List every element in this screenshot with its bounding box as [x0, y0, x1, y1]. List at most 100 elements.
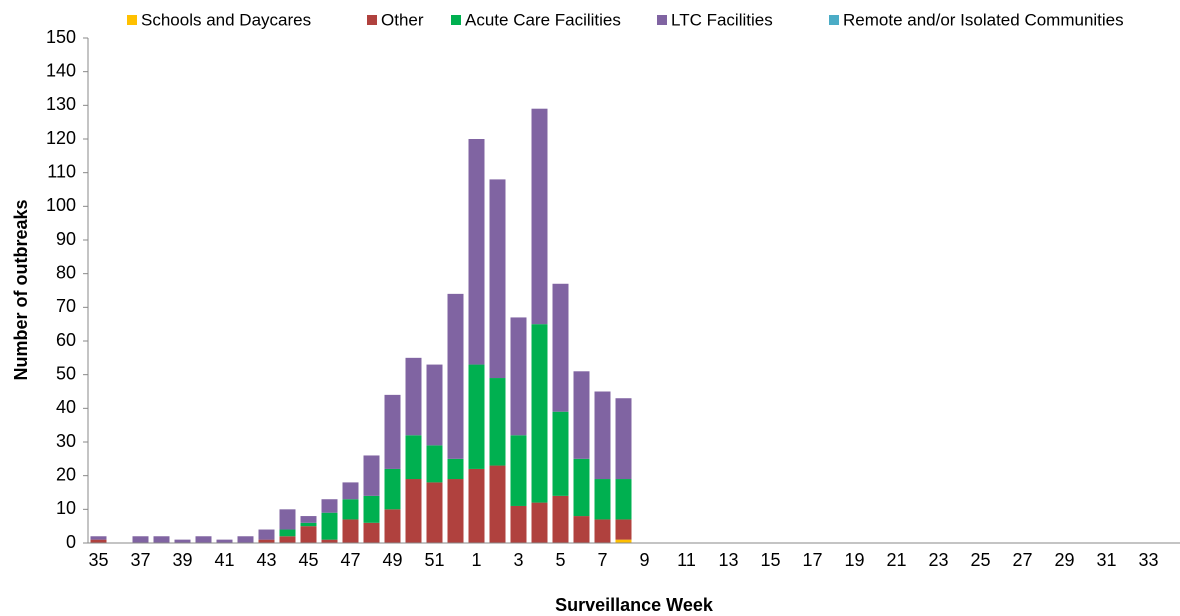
x-tick-label: 23: [928, 550, 948, 570]
bar-segment: [174, 539, 191, 543]
x-tick-label: 15: [760, 550, 780, 570]
x-tick-label: 3: [513, 550, 523, 570]
bar-segment: [552, 411, 569, 496]
bar-segment: [426, 364, 443, 446]
x-tick-label: 51: [424, 550, 444, 570]
bar-segment: [594, 391, 611, 480]
bar-segment: [468, 468, 485, 543]
bar-segment: [552, 495, 569, 543]
x-tick-label: 9: [639, 550, 649, 570]
bar-segment: [531, 324, 548, 503]
x-tick-label: 35: [88, 550, 108, 570]
x-tick-label: 29: [1054, 550, 1074, 570]
bar-segment: [195, 536, 212, 543]
y-tick-label: 120: [46, 128, 76, 148]
bar-segment: [321, 512, 338, 540]
bar-segment: [237, 536, 254, 543]
bar-segment: [363, 455, 380, 496]
x-tick-label: 7: [597, 550, 607, 570]
bar-segment: [594, 479, 611, 520]
bar-segment: [90, 539, 107, 543]
x-tick-label: 11: [677, 550, 696, 570]
bar-segment: [573, 371, 590, 459]
bar-segment: [384, 394, 401, 469]
x-tick-label: 25: [970, 550, 990, 570]
bar-segment: [90, 536, 107, 540]
y-tick-label: 20: [56, 464, 76, 484]
bar-segment: [384, 509, 401, 543]
x-tick-label: 37: [130, 550, 150, 570]
legend-label: Schools and Daycares: [141, 10, 311, 29]
x-tick-label: 13: [718, 550, 738, 570]
y-tick-label: 40: [56, 397, 76, 417]
x-tick-label: 39: [172, 550, 192, 570]
x-tick-label: 41: [214, 550, 234, 570]
bar-segment: [258, 529, 275, 540]
bar-segment: [258, 539, 275, 543]
bar-segment: [510, 317, 527, 436]
bar-segment: [447, 458, 464, 480]
bar-segment: [384, 468, 401, 510]
bar-segment: [405, 479, 422, 543]
bar-segment: [342, 519, 359, 543]
bar-segment: [426, 445, 443, 483]
y-tick-label: 90: [56, 229, 76, 249]
bar-segment: [300, 522, 317, 527]
y-tick-label: 10: [56, 498, 76, 518]
y-tick-label: 150: [46, 27, 76, 47]
bar-segment: [216, 539, 233, 543]
bar-segment: [405, 357, 422, 436]
bar-segment: [363, 495, 380, 523]
bar-segment: [405, 435, 422, 480]
bar-segment: [153, 536, 170, 543]
bar-segment: [447, 479, 464, 543]
bar-segment: [447, 293, 464, 459]
bar-segment: [573, 516, 590, 543]
x-tick-label: 31: [1096, 550, 1116, 570]
legend-swatch: [367, 15, 377, 25]
y-tick-label: 140: [46, 60, 76, 80]
x-tick-label: 21: [886, 550, 906, 570]
bar-segment: [279, 536, 296, 543]
bar-segment: [531, 502, 548, 543]
legend-label: Remote and/or Isolated Communities: [843, 10, 1124, 29]
x-tick-label: 43: [256, 550, 276, 570]
bar-segment: [132, 536, 149, 543]
x-tick-label: 5: [555, 550, 565, 570]
x-tick-label: 19: [844, 550, 864, 570]
bar-segment: [573, 458, 590, 517]
y-tick-label: 100: [46, 195, 76, 215]
bar-segment: [510, 505, 527, 543]
y-tick-label: 30: [56, 431, 76, 451]
y-tick-label: 80: [56, 262, 76, 282]
y-tick-label: 0: [66, 532, 76, 552]
y-axis-title: Number of outbreaks: [11, 199, 31, 380]
bar-segment: [279, 529, 296, 537]
x-tick-label: 27: [1012, 550, 1032, 570]
bar-segment: [342, 482, 359, 500]
bar-segment: [279, 509, 296, 530]
bar-segment: [531, 108, 548, 325]
y-tick-label: 110: [47, 161, 76, 181]
x-tick-label: 45: [298, 550, 318, 570]
bar-segment: [426, 482, 443, 543]
bar-segment: [342, 499, 359, 520]
bar-segment: [594, 519, 611, 543]
bar-segment: [615, 398, 632, 480]
bar-segment: [468, 139, 485, 365]
bar-segment: [363, 522, 380, 543]
bar-segment: [300, 516, 317, 523]
x-tick-label: 17: [802, 550, 822, 570]
bar-segment: [489, 465, 506, 543]
x-tick-label: 33: [1138, 550, 1158, 570]
bar-segment: [615, 519, 632, 540]
legend-label: Acute Care Facilities: [465, 10, 621, 29]
legend-label: LTC Facilities: [671, 10, 773, 29]
bar-segment: [300, 526, 317, 543]
y-tick-label: 60: [56, 330, 76, 350]
bar-segment: [615, 479, 632, 520]
bar-segment: [321, 499, 338, 513]
legend-swatch: [657, 15, 667, 25]
